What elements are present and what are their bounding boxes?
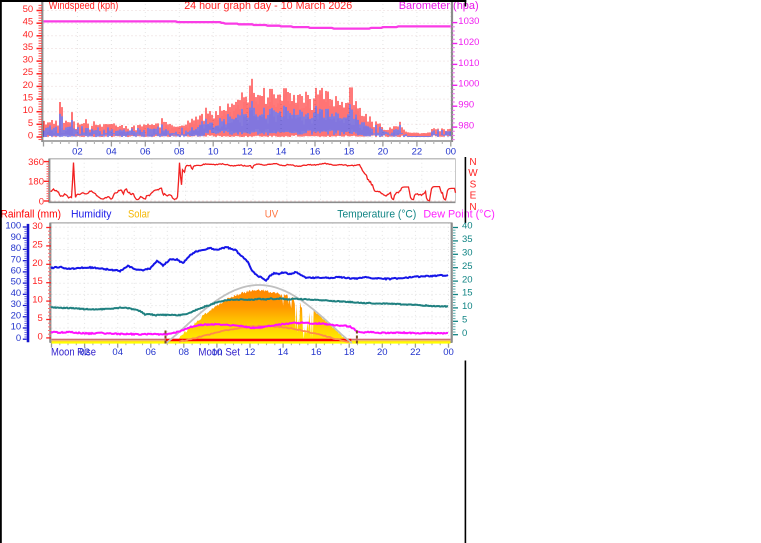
svg-text:Windspeed (kph): Windspeed (kph) — [49, 0, 119, 12]
svg-text:02: 02 — [72, 147, 83, 158]
svg-text:20: 20 — [378, 147, 389, 158]
svg-text:24 hour graph day - 10 March 2: 24 hour graph day - 10 March 2026 — [184, 0, 352, 12]
svg-text:20: 20 — [23, 80, 34, 91]
svg-text:00: 00 — [446, 147, 457, 158]
svg-text:N: N — [469, 157, 476, 168]
svg-text:20: 20 — [462, 274, 473, 285]
svg-text:E: E — [470, 191, 477, 202]
svg-text:360: 360 — [28, 157, 44, 168]
svg-text:25: 25 — [32, 239, 43, 250]
svg-text:02: 02 — [79, 347, 90, 358]
svg-text:04: 04 — [112, 347, 123, 358]
svg-text:100: 100 — [5, 221, 21, 232]
svg-text:40: 40 — [11, 288, 22, 299]
svg-text:5: 5 — [38, 313, 43, 324]
svg-text:10: 10 — [23, 105, 34, 116]
svg-text:45: 45 — [23, 17, 34, 28]
svg-text:06: 06 — [146, 347, 157, 358]
svg-text:10: 10 — [212, 347, 223, 358]
svg-text:20: 20 — [32, 258, 43, 269]
svg-text:20: 20 — [377, 347, 388, 358]
svg-text:0: 0 — [38, 331, 43, 342]
svg-text:Solar: Solar — [128, 208, 150, 220]
svg-text:1020: 1020 — [458, 37, 479, 48]
svg-text:0: 0 — [39, 196, 44, 207]
svg-text:980: 980 — [458, 121, 474, 132]
svg-text:N: N — [469, 202, 476, 213]
svg-text:30: 30 — [23, 55, 34, 66]
svg-text:12: 12 — [242, 147, 253, 158]
svg-text:35: 35 — [462, 234, 473, 245]
svg-text:1000: 1000 — [458, 79, 479, 90]
svg-text:04: 04 — [106, 147, 117, 158]
svg-text:0: 0 — [28, 131, 33, 142]
svg-text:16: 16 — [311, 347, 322, 358]
svg-text:22: 22 — [412, 147, 423, 158]
svg-text:5: 5 — [462, 315, 467, 326]
svg-text:80: 80 — [11, 243, 22, 254]
svg-text:00: 00 — [443, 347, 454, 358]
svg-text:Barometer (hpa): Barometer (hpa) — [399, 0, 479, 12]
svg-text:15: 15 — [23, 93, 34, 104]
svg-text:14: 14 — [278, 347, 289, 358]
svg-text:Moon Rise: Moon Rise — [51, 346, 96, 358]
svg-text:18: 18 — [344, 147, 355, 158]
svg-text:30: 30 — [32, 221, 43, 232]
svg-text:50: 50 — [11, 277, 22, 288]
svg-text:14: 14 — [276, 147, 287, 158]
svg-text:40: 40 — [462, 221, 473, 232]
svg-text:16: 16 — [310, 147, 321, 158]
svg-text:Moon Set: Moon Set — [198, 346, 240, 358]
svg-text:Temperature (°C): Temperature (°C) — [337, 208, 416, 220]
svg-text:30: 30 — [462, 248, 473, 259]
svg-text:990: 990 — [458, 100, 474, 111]
svg-text:10: 10 — [11, 322, 22, 333]
svg-text:22: 22 — [410, 347, 421, 358]
svg-text:18: 18 — [344, 347, 355, 358]
svg-text:35: 35 — [23, 42, 34, 53]
svg-text:08: 08 — [179, 347, 190, 358]
svg-text:180: 180 — [28, 177, 44, 188]
svg-text:12: 12 — [245, 347, 256, 358]
svg-text:1010: 1010 — [458, 58, 479, 69]
svg-text:20: 20 — [11, 310, 22, 321]
svg-text:50: 50 — [23, 4, 34, 15]
svg-text:0: 0 — [16, 333, 21, 344]
svg-text:Rainfall (mm): Rainfall (mm) — [1, 208, 62, 220]
svg-text:25: 25 — [23, 67, 34, 78]
svg-text:60: 60 — [11, 266, 22, 277]
svg-text:Humidity: Humidity — [71, 208, 112, 220]
svg-text:5: 5 — [28, 118, 33, 129]
svg-text:1030: 1030 — [458, 16, 479, 27]
svg-text:S: S — [470, 179, 477, 190]
svg-text:Dew Point (°C): Dew Point (°C) — [423, 208, 495, 220]
svg-text:0: 0 — [462, 328, 467, 339]
svg-text:10: 10 — [208, 147, 219, 158]
svg-text:UV: UV — [265, 208, 279, 220]
svg-text:15: 15 — [32, 276, 43, 287]
svg-text:W: W — [468, 168, 478, 179]
svg-text:10: 10 — [32, 295, 43, 306]
svg-text:15: 15 — [462, 288, 473, 299]
svg-text:25: 25 — [462, 261, 473, 272]
svg-text:08: 08 — [174, 147, 185, 158]
svg-text:10: 10 — [462, 301, 473, 312]
svg-text:06: 06 — [140, 147, 151, 158]
svg-text:30: 30 — [11, 299, 22, 310]
svg-text:40: 40 — [23, 29, 34, 40]
svg-text:70: 70 — [11, 254, 22, 265]
svg-text:90: 90 — [11, 232, 22, 243]
